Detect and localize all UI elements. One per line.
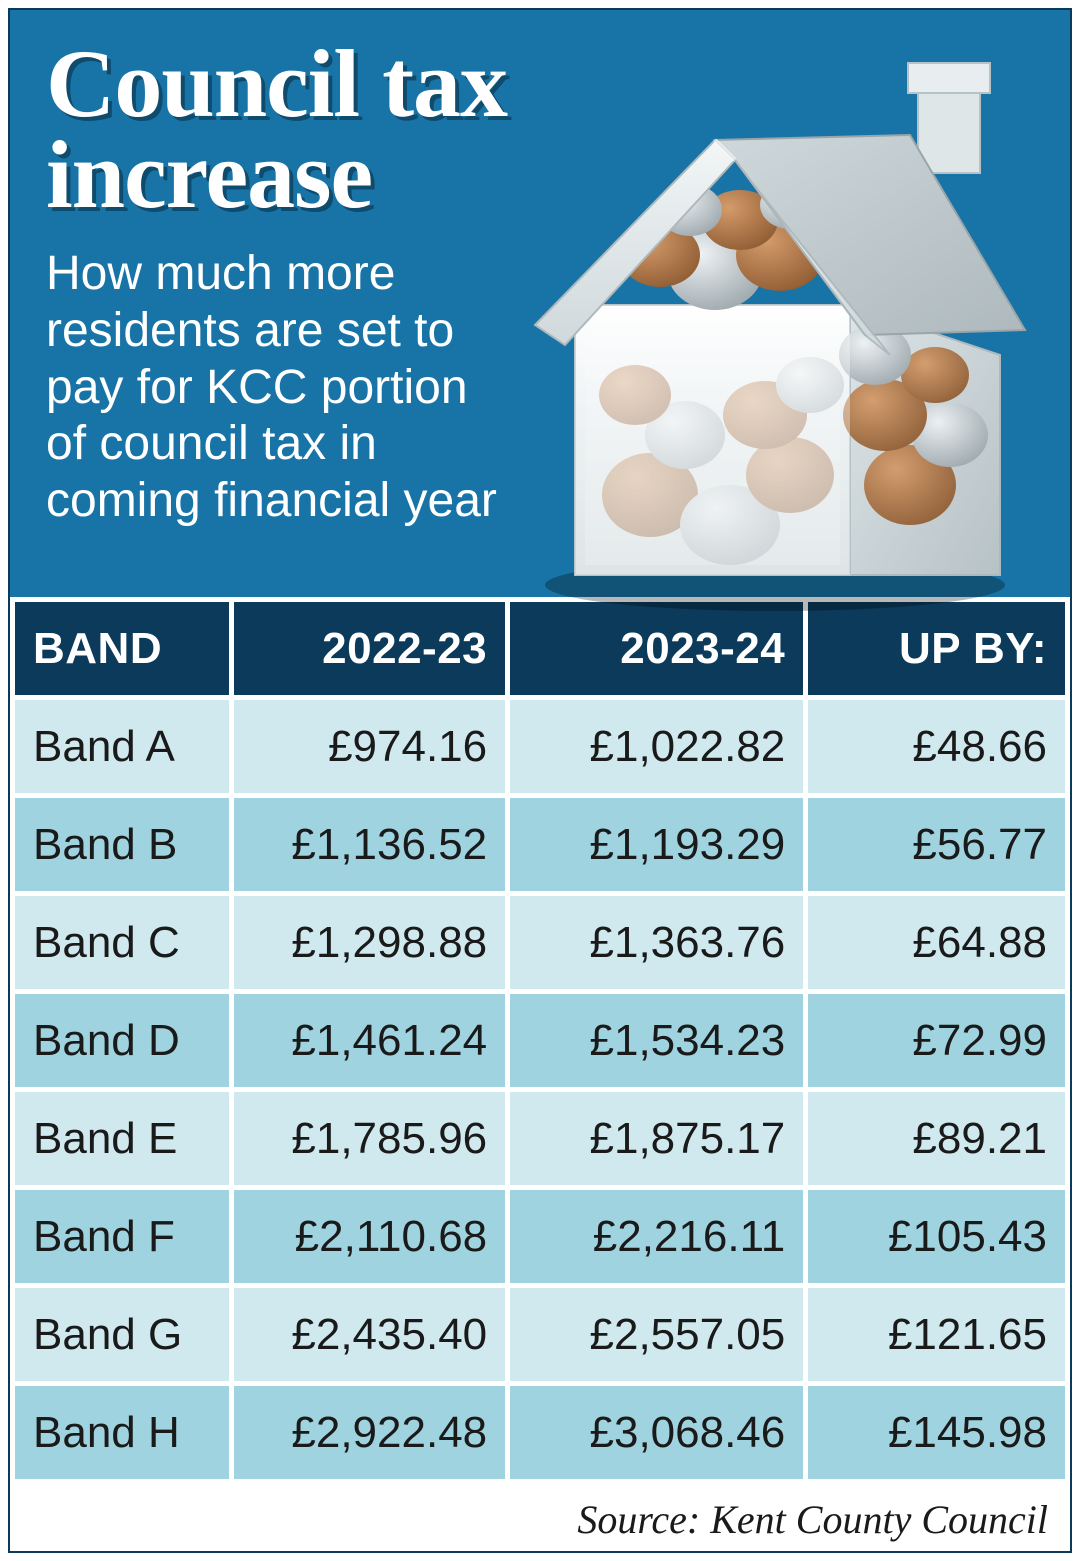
band-cell: Band E xyxy=(15,1092,229,1185)
infographic-frame: Council tax increase How much more resid… xyxy=(8,8,1072,1553)
y1-cell: £1,136.52 xyxy=(234,798,505,891)
up-cell: £64.88 xyxy=(808,896,1065,989)
up-cell: £89.21 xyxy=(808,1092,1065,1185)
y1-cell: £2,922.48 xyxy=(234,1386,505,1479)
col-2022-23: 2022-23 xyxy=(234,602,505,695)
house-coin-jar-icon xyxy=(480,55,1050,615)
band-cell: Band H xyxy=(15,1386,229,1479)
col-band: BAND xyxy=(15,602,229,695)
table-row: Band G £2,435.40 £2,557.05 £121.65 xyxy=(15,1288,1065,1381)
table-row: Band F £2,110.68 £2,216.11 £105.43 xyxy=(15,1190,1065,1283)
tax-table: BAND 2022-23 2023-24 UP BY: Band A £974.… xyxy=(10,597,1070,1484)
y2-cell: £3,068.46 xyxy=(510,1386,803,1479)
y1-cell: £2,110.68 xyxy=(234,1190,505,1283)
band-cell: Band B xyxy=(15,798,229,891)
table-row: Band H £2,922.48 £3,068.46 £145.98 xyxy=(15,1386,1065,1479)
table-row: Band D £1,461.24 £1,534.23 £72.99 xyxy=(15,994,1065,1087)
y2-cell: £1,363.76 xyxy=(510,896,803,989)
y1-cell: £1,298.88 xyxy=(234,896,505,989)
up-cell: £105.43 xyxy=(808,1190,1065,1283)
table-row: Band C £1,298.88 £1,363.76 £64.88 xyxy=(15,896,1065,989)
band-cell: Band C xyxy=(15,896,229,989)
table-header-row: BAND 2022-23 2023-24 UP BY: xyxy=(15,602,1065,695)
y1-cell: £1,461.24 xyxy=(234,994,505,1087)
y2-cell: £1,022.82 xyxy=(510,700,803,793)
tax-table-wrap: BAND 2022-23 2023-24 UP BY: Band A £974.… xyxy=(10,597,1070,1551)
table-row: Band A £974.16 £1,022.82 £48.66 xyxy=(15,700,1065,793)
up-cell: £121.65 xyxy=(808,1288,1065,1381)
y2-cell: £1,875.17 xyxy=(510,1092,803,1185)
band-cell: Band A xyxy=(15,700,229,793)
band-cell: Band G xyxy=(15,1288,229,1381)
y1-cell: £974.16 xyxy=(234,700,505,793)
y2-cell: £2,216.11 xyxy=(510,1190,803,1283)
y1-cell: £1,785.96 xyxy=(234,1092,505,1185)
up-cell: £72.99 xyxy=(808,994,1065,1087)
header: Council tax increase How much more resid… xyxy=(10,10,1070,597)
y2-cell: £2,557.05 xyxy=(510,1288,803,1381)
up-cell: £56.77 xyxy=(808,798,1065,891)
col-up-by: UP BY: xyxy=(808,602,1065,695)
source-credit: Source: Kent County Council xyxy=(10,1484,1070,1551)
table-row: Band B £1,136.52 £1,193.29 £56.77 xyxy=(15,798,1065,891)
infographic-subtitle: How much more residents are set to pay f… xyxy=(46,246,516,529)
y2-cell: £1,193.29 xyxy=(510,798,803,891)
table-row: Band E £1,785.96 £1,875.17 £89.21 xyxy=(15,1092,1065,1185)
tax-table-body: Band A £974.16 £1,022.82 £48.66 Band B £… xyxy=(15,700,1065,1479)
y1-cell: £2,435.40 xyxy=(234,1288,505,1381)
up-cell: £48.66 xyxy=(808,700,1065,793)
col-2023-24: 2023-24 xyxy=(510,602,803,695)
y2-cell: £1,534.23 xyxy=(510,994,803,1087)
up-cell: £145.98 xyxy=(808,1386,1065,1479)
band-cell: Band F xyxy=(15,1190,229,1283)
title-line-2: increase xyxy=(46,121,372,228)
band-cell: Band D xyxy=(15,994,229,1087)
